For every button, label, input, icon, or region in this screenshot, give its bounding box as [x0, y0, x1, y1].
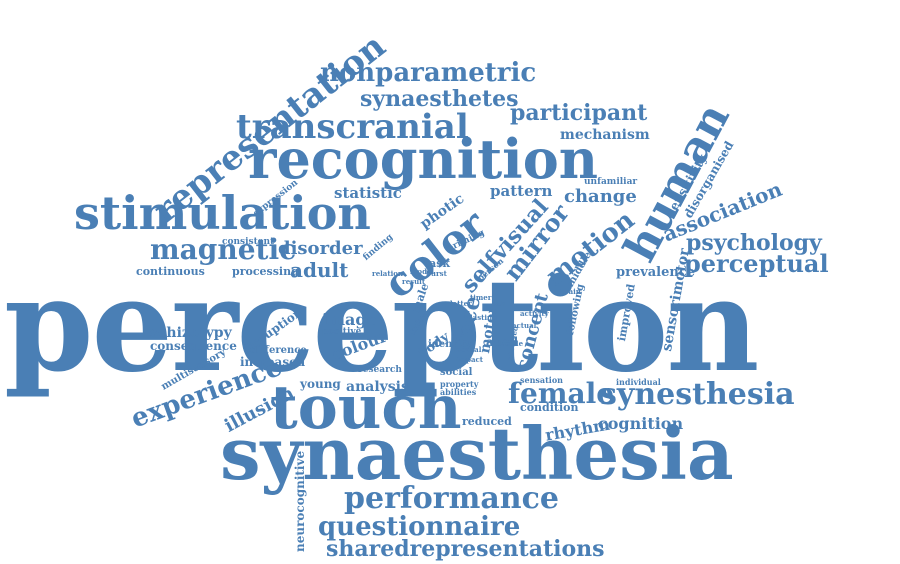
word: increased — [240, 355, 306, 369]
word: statistic — [334, 184, 402, 202]
word: relation — [372, 269, 403, 278]
word: impact — [456, 355, 483, 364]
word: adult — [290, 258, 349, 282]
word: mechanism — [560, 127, 650, 143]
word: magnetic — [150, 233, 297, 266]
word: nonparametric — [320, 58, 537, 88]
word: perception — [4, 251, 759, 401]
word: cognition — [598, 414, 684, 433]
word: lasting — [470, 313, 498, 322]
word: abilities — [440, 387, 477, 397]
word: pattern — [490, 182, 553, 200]
word: model — [410, 267, 435, 276]
word: tactile — [498, 339, 524, 348]
word: neurocognitive — [293, 450, 307, 552]
word: individual — [616, 377, 661, 387]
word: identity — [428, 339, 472, 350]
word: synaesthetes — [360, 86, 519, 112]
word: questionnaire — [318, 512, 521, 542]
word: change — [564, 186, 637, 207]
word: brain — [560, 287, 581, 296]
word: schizotypy — [150, 325, 232, 341]
word: touch — [270, 373, 462, 443]
word: task — [424, 257, 451, 270]
word: condition — [520, 401, 579, 414]
word: unfamiliar — [584, 177, 638, 187]
word: image — [322, 310, 377, 329]
word: stimulation — [74, 186, 371, 240]
word: female — [508, 377, 615, 410]
word: psychology — [686, 230, 822, 256]
word: timer — [470, 293, 492, 302]
word: activity — [520, 309, 549, 318]
word: sensation — [520, 375, 563, 385]
word: research — [358, 365, 402, 375]
word: ash — [492, 299, 506, 308]
word: analysis — [346, 379, 409, 395]
word: continuous — [136, 265, 205, 278]
word: actual — [512, 321, 537, 330]
word: disorder — [278, 238, 363, 259]
word: participant — [510, 100, 648, 126]
word: transcranial — [236, 107, 469, 147]
word: consistent — [222, 237, 275, 247]
word: recognition — [248, 127, 598, 191]
word: perceptual — [684, 249, 829, 278]
word: consequence — [150, 339, 237, 353]
word: synaesthesia — [220, 411, 734, 496]
word: social — [440, 367, 473, 378]
word: processing — [232, 265, 299, 278]
word: synesthesia — [600, 377, 795, 412]
word: aged — [486, 335, 519, 349]
word: difference — [250, 345, 307, 356]
word: sharedrepresentations — [326, 536, 605, 562]
word: positive — [322, 327, 362, 337]
word: burst — [426, 269, 447, 278]
word: property — [440, 379, 479, 389]
word: mental — [454, 345, 482, 354]
word: prevalence — [616, 265, 696, 280]
word: performance — [344, 481, 559, 516]
word: result — [402, 277, 426, 286]
word: young — [300, 377, 341, 391]
word: reduced — [462, 415, 512, 428]
word: letter — [450, 299, 472, 308]
